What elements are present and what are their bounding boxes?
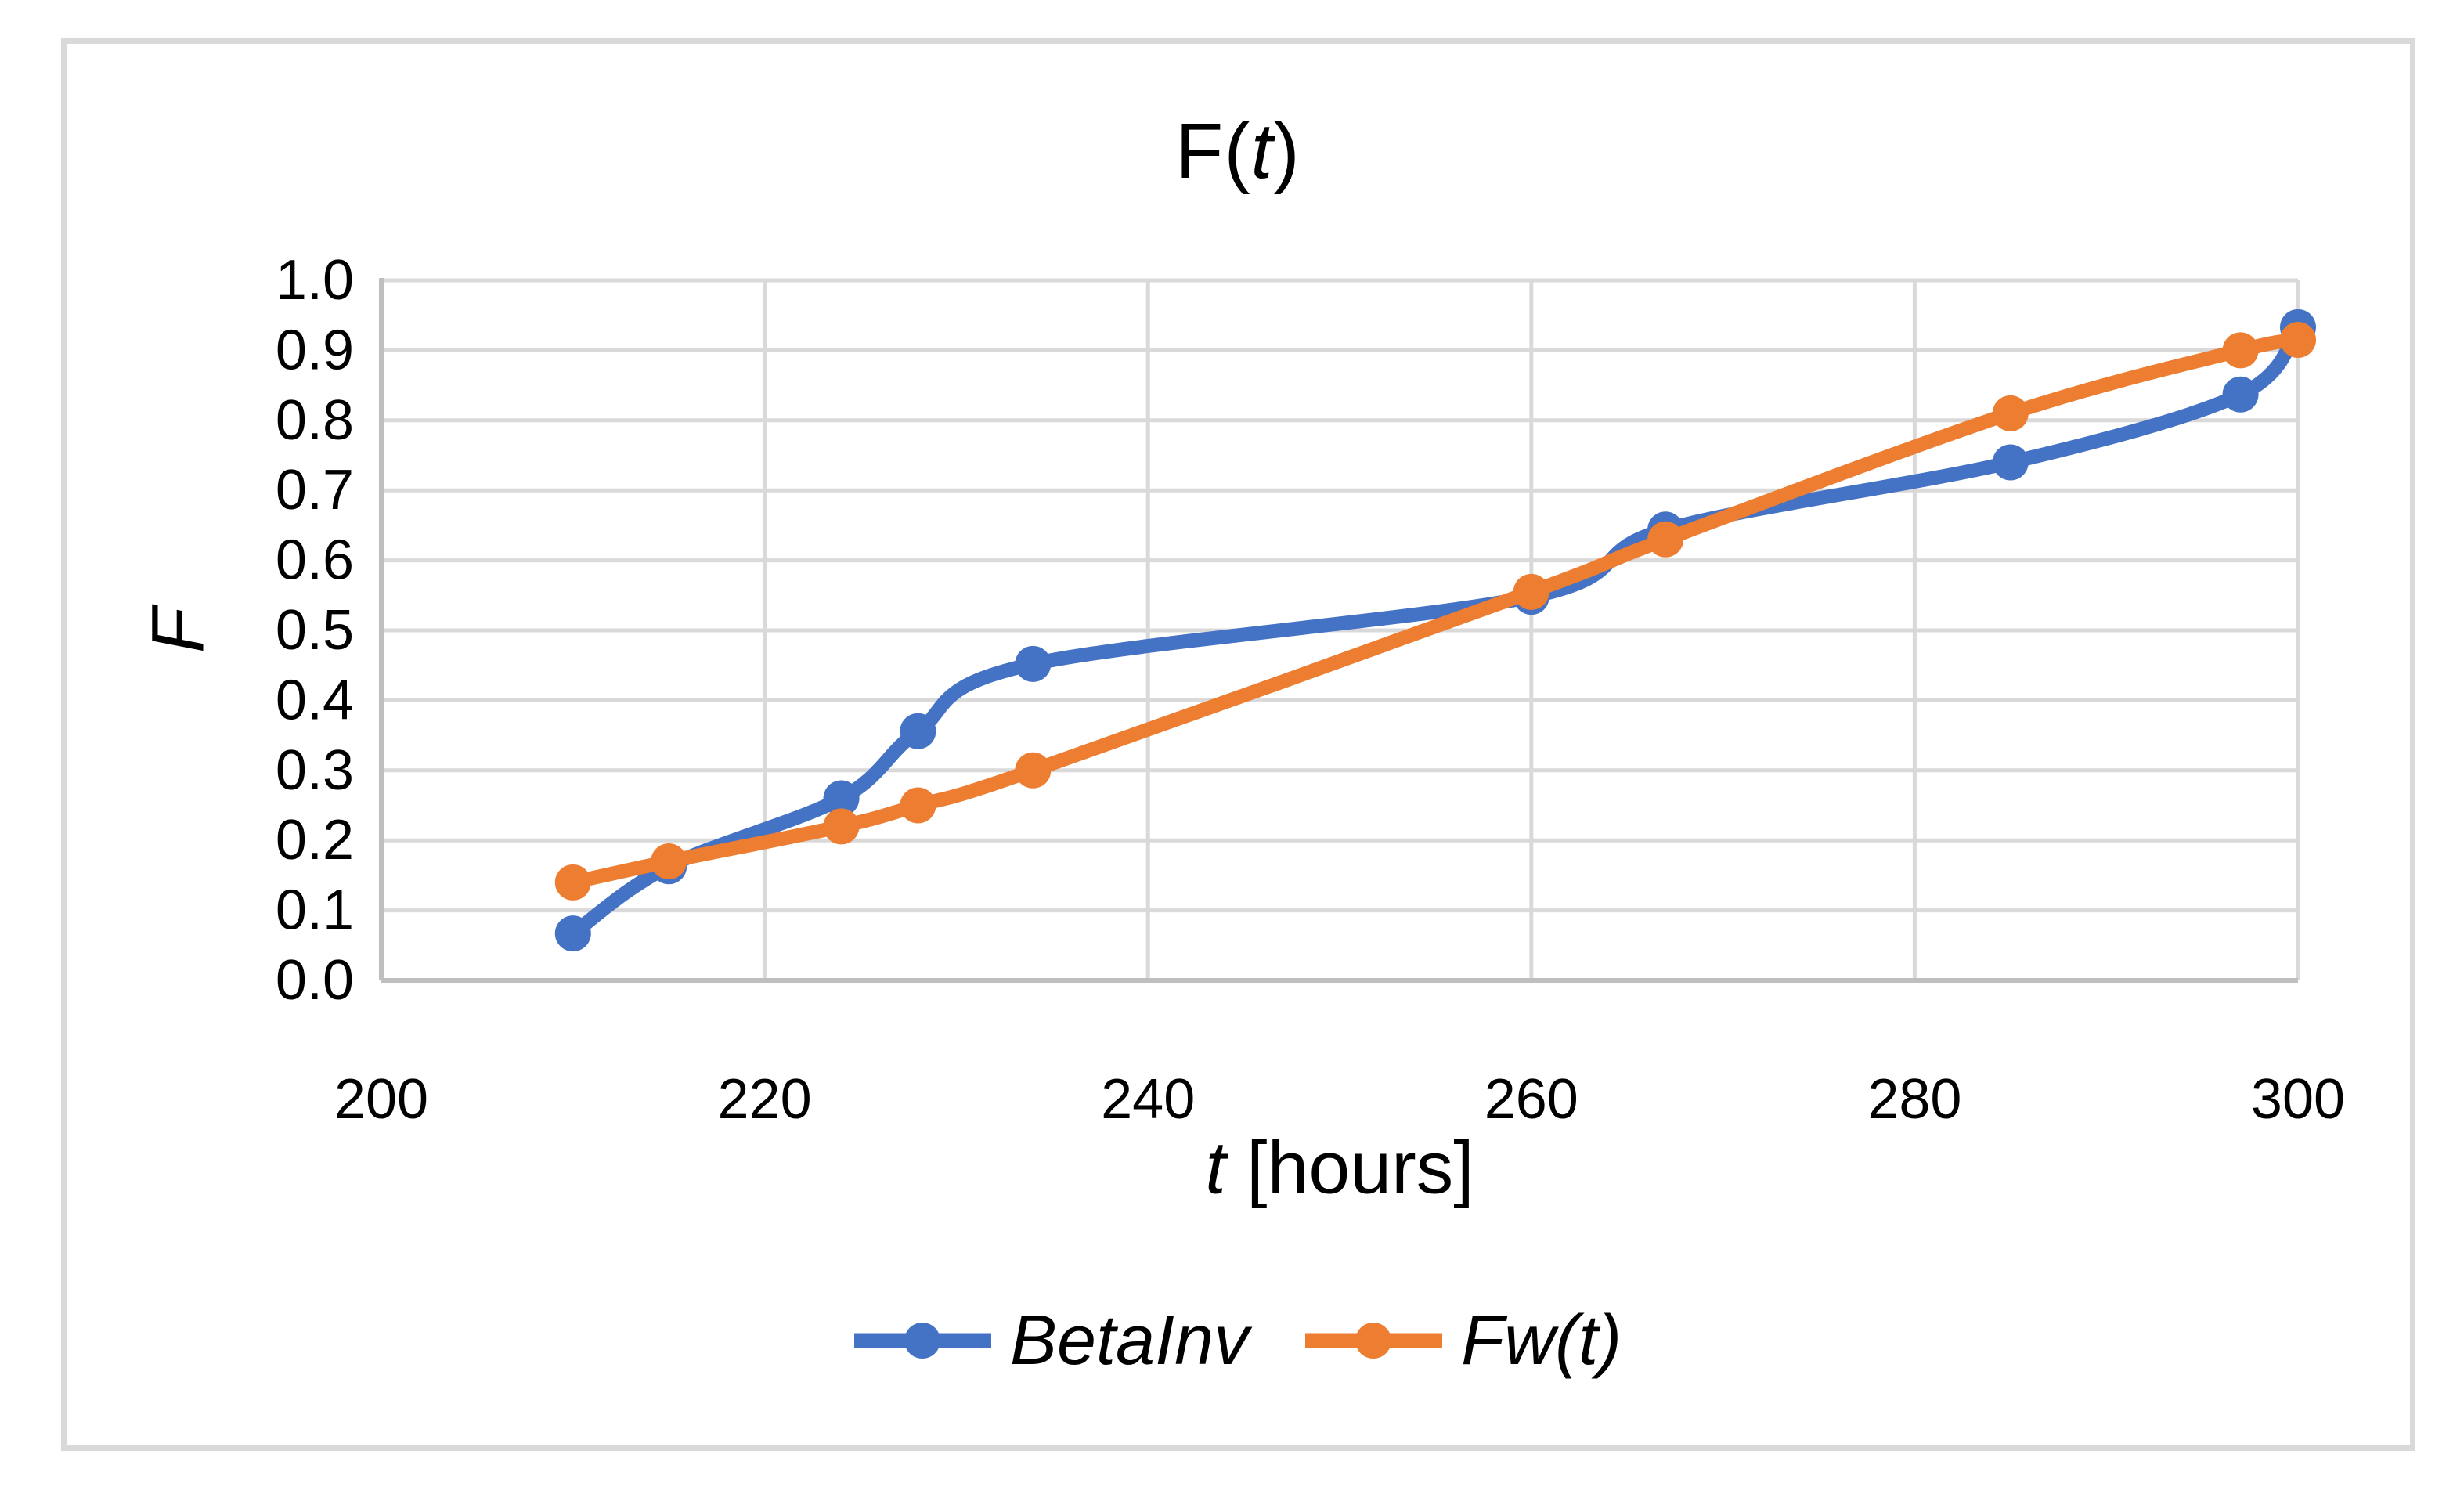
series-betainv-marker bbox=[2222, 376, 2259, 413]
series-fwt-marker bbox=[1513, 573, 1549, 610]
x-tick-label: 240 bbox=[1101, 1068, 1195, 1131]
y-tick-label: 0.5 bbox=[276, 599, 354, 662]
chart-title-suffix: ) bbox=[1273, 107, 1301, 195]
series-fwt-marker bbox=[1647, 521, 1684, 558]
series-fwt-marker bbox=[554, 864, 591, 901]
y-tick-label: 0.0 bbox=[276, 949, 354, 1012]
series-fwt-marker bbox=[2280, 321, 2316, 358]
chart-title-variable: t bbox=[1250, 107, 1274, 195]
series-fwt-marker bbox=[823, 808, 860, 845]
chart-border bbox=[61, 38, 2415, 1451]
x-tick-label: 260 bbox=[1485, 1068, 1578, 1131]
chart-title: F(t) bbox=[63, 108, 2412, 194]
legend-item-betainv: BetaInv bbox=[853, 1301, 1250, 1381]
x-axis-title-unit: [hours] bbox=[1225, 1126, 1474, 1210]
legend-swatch-betainv bbox=[853, 1323, 991, 1359]
x-axis-title: t [hours] bbox=[1205, 1126, 1474, 1211]
x-tick-label: 280 bbox=[1867, 1068, 1961, 1131]
series-betainv-marker bbox=[1992, 444, 2029, 481]
y-tick-label: 0.3 bbox=[276, 739, 354, 802]
series-fwt-marker bbox=[1992, 395, 2029, 431]
series-betainv-marker bbox=[900, 713, 936, 749]
y-tick-label: 0.1 bbox=[276, 879, 354, 942]
series-fwt-marker bbox=[651, 843, 687, 880]
y-tick-label: 0.7 bbox=[276, 459, 354, 522]
y-tick-label: 0.6 bbox=[276, 529, 354, 592]
legend-label-betainv: BetaInv bbox=[1009, 1301, 1250, 1380]
series-betainv-marker bbox=[823, 780, 860, 817]
x-tick-label: 300 bbox=[2251, 1068, 2345, 1131]
x-axis-title-variable: t bbox=[1205, 1126, 1226, 1210]
series-betainv-line bbox=[565, 319, 2305, 941]
y-tick-label: 1.0 bbox=[276, 249, 354, 312]
y-tick-label: 0.8 bbox=[276, 389, 354, 452]
x-tick-label: 220 bbox=[718, 1068, 812, 1131]
legend: BetaInv Fw(t) bbox=[63, 1286, 2412, 1395]
series-betainv-marker bbox=[554, 915, 591, 952]
legend-item-fw: Fw(t) bbox=[1305, 1301, 1622, 1381]
legend-marker-betainv bbox=[904, 1323, 940, 1359]
series-fwt-line bbox=[565, 332, 2305, 890]
chart-title-prefix: F( bbox=[1175, 107, 1251, 195]
legend-label-fw: Fw(t) bbox=[1461, 1301, 1622, 1380]
series-fwt-marker bbox=[2222, 332, 2259, 369]
series-fwt-marker bbox=[900, 787, 936, 824]
series-fwt-marker bbox=[1015, 752, 1052, 789]
y-tick-label: 0.2 bbox=[276, 809, 354, 872]
legend-swatch-fw bbox=[1305, 1323, 1443, 1359]
series-betainv-marker bbox=[1015, 645, 1052, 682]
y-tick-label: 0.4 bbox=[276, 669, 354, 731]
x-tick-label: 200 bbox=[334, 1068, 428, 1131]
legend-marker-fw bbox=[1355, 1323, 1392, 1359]
y-axis-title: F bbox=[136, 607, 220, 654]
y-tick-label: 0.9 bbox=[276, 319, 354, 381]
